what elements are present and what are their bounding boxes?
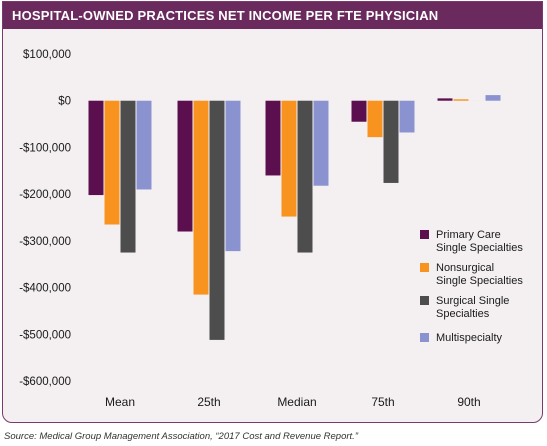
legend-swatch [420,263,429,272]
x-tick-label: 90th [457,395,480,409]
bar [485,95,501,101]
y-tick-label: -$400,000 [19,283,71,295]
bar [399,100,415,133]
y-tick-label: $100,000 [23,49,71,61]
x-tick-label: Mean [105,395,135,409]
bar [193,100,209,295]
bar [367,100,383,138]
x-tick-label: Median [277,395,316,409]
legend-label: Multispecialty [436,332,503,344]
bar [453,99,469,101]
y-tick-label: -$300,000 [19,236,71,248]
y-tick-label: -$500,000 [19,329,71,341]
bar [297,100,313,253]
x-tick-label: 75th [371,395,394,409]
bar [351,100,367,122]
bar [209,100,225,340]
legend-swatch [420,333,429,342]
legend-label: Specialties [436,308,490,320]
legend-label: Single Specialties [436,275,523,287]
legend-label: Single Specialties [436,242,523,254]
y-tick-label: -$600,000 [19,376,71,388]
y-tick-label: -$200,000 [19,189,71,201]
bar [136,100,152,190]
chart-header: HOSPITAL-OWNED PRACTICES NET INCOME PER … [3,2,542,29]
y-tick-label: -$100,000 [19,142,71,154]
x-tick-label: 25th [197,395,220,409]
legend-label: Surgical Single [436,295,509,307]
chart-title: HOSPITAL-OWNED PRACTICES NET INCOME PER … [12,8,439,23]
bar [437,98,453,101]
bar [104,100,120,225]
bar [313,100,329,186]
bar [225,100,241,252]
chart-frame: HOSPITAL-OWNED PRACTICES NET INCOME PER … [2,1,543,423]
legend-label: Nonsurgical [436,262,494,274]
legend-swatch [420,296,429,305]
bar [383,100,399,183]
bar [281,100,297,217]
bar [265,100,281,176]
bar [88,100,104,196]
y-tick-label: $0 [58,96,71,108]
legend-swatch [420,230,429,239]
bar [177,100,193,232]
bar [120,100,136,253]
legend-label: Primary Care [436,229,501,241]
source-note: Source: Medical Group Management Associa… [4,431,358,442]
